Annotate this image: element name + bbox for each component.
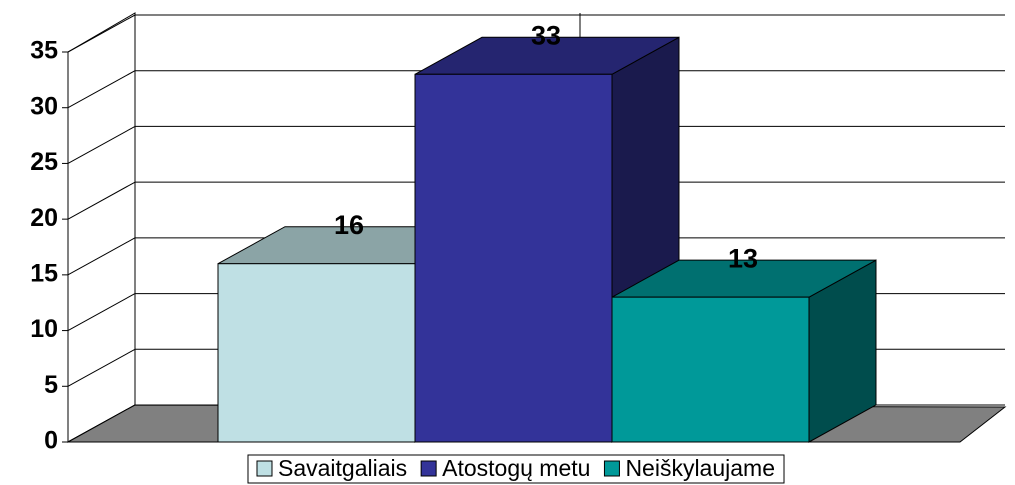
y-tick-label: 25 bbox=[30, 148, 58, 176]
grid-line bbox=[67, 181, 136, 220]
legend bbox=[247, 454, 785, 484]
grid-line bbox=[67, 14, 136, 53]
y-tick-label: 15 bbox=[30, 259, 58, 287]
y-tick-label: 10 bbox=[30, 315, 58, 343]
legend-swatch bbox=[420, 460, 437, 477]
grid-line bbox=[67, 125, 136, 164]
bar bbox=[217, 263, 416, 443]
grid-line bbox=[67, 70, 136, 109]
legend-label: Savaitgaliais bbox=[278, 455, 407, 481]
bar bbox=[611, 296, 810, 443]
y-tick-label: 35 bbox=[30, 37, 58, 65]
value-label: 33 bbox=[531, 20, 561, 50]
legend-swatch bbox=[603, 460, 620, 477]
legend-label: Neiškylaujame bbox=[625, 455, 775, 481]
back-wall bbox=[67, 12, 136, 443]
grid-line bbox=[67, 237, 136, 276]
y-tick-label: 5 bbox=[44, 371, 58, 399]
value-label: 13 bbox=[728, 243, 758, 273]
legend-swatch bbox=[256, 460, 273, 477]
y-tick-label: 0 bbox=[44, 427, 58, 455]
legend-label: Atostogų metu bbox=[442, 455, 590, 481]
bar bbox=[414, 73, 613, 443]
y-tick-label: 20 bbox=[30, 204, 58, 232]
grid-line bbox=[67, 293, 136, 332]
grid-line bbox=[67, 348, 136, 387]
value-label: 16 bbox=[334, 210, 364, 240]
y-tick-label: 30 bbox=[30, 92, 58, 120]
